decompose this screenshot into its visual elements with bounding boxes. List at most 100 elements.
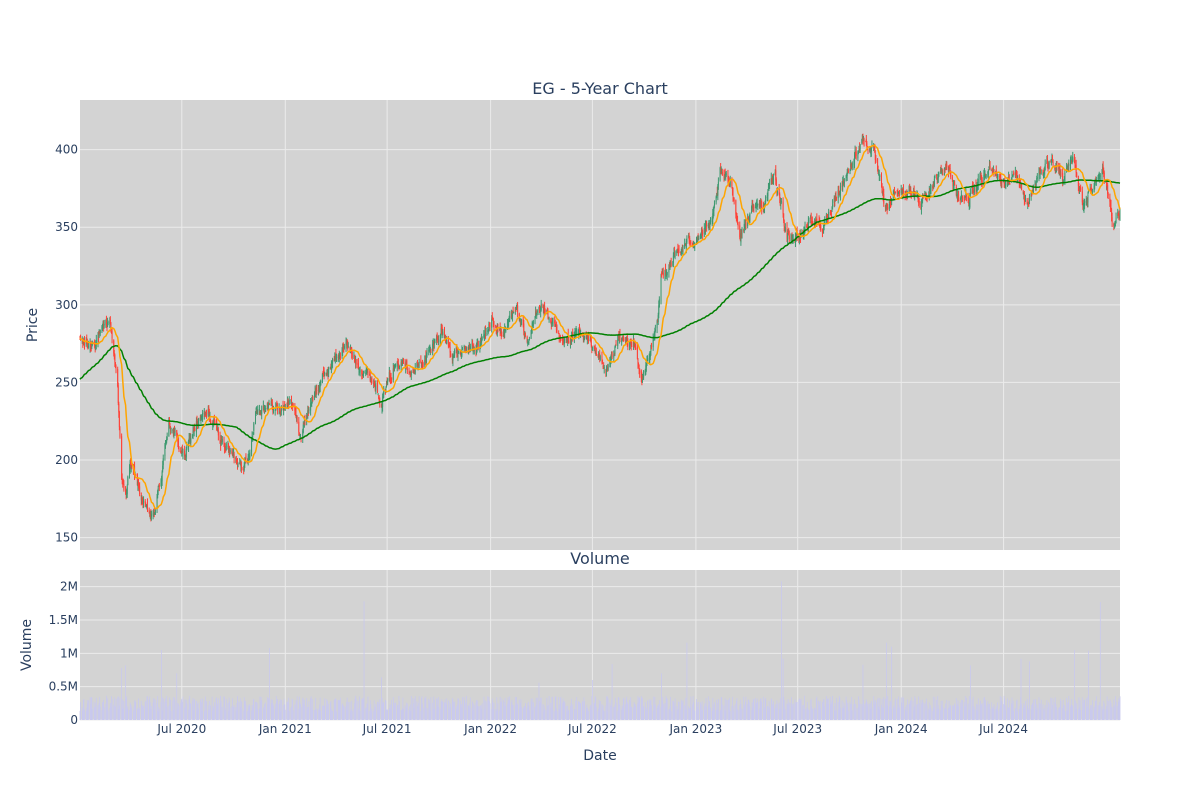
candlestick — [159, 483, 160, 491]
volume-bar — [324, 698, 325, 720]
candlestick — [340, 352, 341, 360]
volume-bar — [923, 702, 924, 720]
volume-bar — [903, 698, 904, 720]
volume-bar — [1045, 705, 1046, 720]
candlestick — [371, 376, 372, 383]
volume-bar — [584, 701, 585, 720]
candlestick — [938, 171, 939, 176]
candlestick — [273, 406, 274, 414]
volume-bar — [604, 711, 605, 720]
volume-bar — [533, 702, 534, 720]
volume-bar — [442, 701, 443, 720]
volume-chart-title: Volume — [570, 549, 630, 568]
volume-bar — [478, 706, 479, 720]
volume-bar — [809, 710, 810, 720]
candlestick — [828, 209, 829, 219]
candlestick — [840, 183, 841, 201]
candlestick — [718, 177, 719, 189]
volume-bar — [501, 699, 502, 720]
candlestick — [482, 336, 483, 340]
volume-bar — [879, 698, 880, 720]
volume-bar — [738, 710, 739, 720]
volume-bar — [379, 699, 380, 720]
volume-bar — [596, 707, 597, 720]
volume-bar — [746, 697, 747, 720]
volume-bar — [899, 707, 900, 720]
candlestick — [360, 366, 361, 376]
volume-y-tick-label: 0 — [70, 713, 78, 727]
candlestick — [486, 328, 487, 336]
volume-bar — [840, 708, 841, 720]
volume-bar — [281, 700, 282, 720]
volume-bar — [273, 705, 274, 720]
candlestick — [336, 354, 337, 362]
volume-bar — [793, 704, 794, 720]
volume-bar — [1104, 703, 1105, 720]
candlestick — [808, 217, 809, 223]
volume-bar — [931, 708, 932, 720]
volume-bar — [1009, 700, 1010, 720]
candlestick — [606, 365, 607, 376]
candlestick — [521, 319, 522, 325]
candlestick — [533, 320, 534, 328]
candlestick — [604, 365, 605, 374]
candlestick — [438, 335, 439, 346]
candlestick — [753, 204, 754, 212]
volume-bar — [773, 701, 774, 720]
candlestick — [686, 235, 687, 244]
volume-bar — [675, 698, 676, 720]
volume-bar — [1041, 700, 1042, 720]
volume-bar — [517, 704, 518, 720]
volume-bar — [714, 702, 715, 720]
candlestick — [667, 272, 668, 281]
candlestick — [358, 358, 359, 370]
candlestick — [966, 194, 967, 201]
volume-bar — [147, 696, 148, 720]
candlestick — [430, 349, 431, 354]
candlestick — [127, 485, 128, 498]
volume-bar — [974, 707, 975, 720]
candlestick — [167, 433, 168, 441]
volume-bar — [883, 697, 884, 720]
candlestick — [663, 268, 664, 279]
volume-bar — [805, 709, 806, 720]
candlestick — [158, 486, 159, 495]
candlestick — [367, 369, 368, 378]
volume-bar — [214, 702, 215, 720]
volume-bar — [529, 710, 530, 720]
volume-bar — [557, 711, 558, 720]
candlestick — [769, 179, 770, 189]
candlestick — [722, 169, 723, 176]
candlestick — [147, 498, 148, 512]
volume-bar — [525, 703, 526, 720]
candlestick — [592, 346, 593, 351]
volume-bar — [616, 702, 617, 720]
volume-bar — [202, 699, 203, 720]
volume-bar — [1092, 700, 1093, 720]
candlestick — [848, 168, 849, 173]
candlestick — [765, 195, 766, 204]
volume-bar — [277, 699, 278, 720]
candlestick — [776, 177, 777, 186]
candlestick — [954, 180, 955, 185]
volume-bar — [919, 703, 920, 720]
volume-bar — [541, 698, 542, 720]
candlestick — [879, 174, 880, 181]
volume-bar — [131, 708, 132, 720]
volume-bar — [80, 702, 81, 720]
volume-bar — [1001, 701, 1002, 720]
candlestick — [509, 311, 510, 322]
candlestick — [671, 258, 672, 267]
volume-bar — [186, 704, 187, 720]
volume-bar — [269, 648, 270, 720]
volume-bar — [631, 707, 632, 720]
candlestick — [616, 340, 617, 346]
volume-bar — [210, 705, 211, 720]
candlestick — [96, 335, 97, 349]
volume-bar — [88, 700, 89, 720]
volume-bar — [722, 704, 723, 720]
volume-bar — [757, 702, 758, 720]
volume-bar — [364, 601, 365, 720]
volume-bar — [820, 709, 821, 720]
